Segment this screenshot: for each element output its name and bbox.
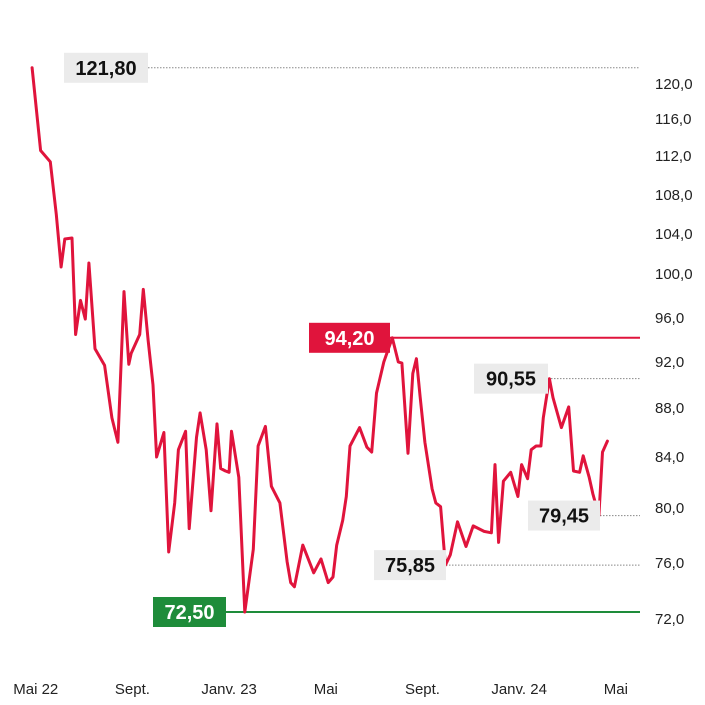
y-tick-label: 96,0 [655, 310, 684, 327]
y-tick-label: 100,0 [655, 266, 693, 283]
value-annotation: 79,45 [528, 500, 600, 531]
x-tick-label: Sept. [405, 681, 440, 698]
x-tick-label: Mai [314, 681, 338, 698]
y-tick-label: 108,0 [655, 187, 693, 204]
annotation-label: 75,85 [385, 555, 435, 577]
value-annotation: 94,20 [309, 322, 390, 353]
y-tick-label: 112,0 [655, 148, 691, 165]
reference-lines [148, 67, 640, 613]
y-tick-label: 116,0 [655, 111, 691, 128]
y-tick-label: 72,0 [655, 611, 684, 628]
y-tick-label: 120,0 [655, 76, 693, 93]
annotation-box [64, 52, 148, 83]
y-tick-label: 88,0 [655, 400, 684, 417]
annotation-label: 90,55 [486, 369, 536, 391]
value-annotation: 72,50 [153, 597, 226, 627]
x-tick-label: Mai [604, 681, 628, 698]
value-annotation: 90,55 [474, 363, 548, 394]
annotation-box [474, 363, 548, 394]
y-axis: 72,0 76,0 80,0 84,0 88,0 92,0 96,0 100,0 104,0 10… [655, 76, 693, 628]
annotation-box [309, 322, 390, 353]
x-tick-label: Sept. [115, 681, 150, 698]
annotation-box [374, 550, 446, 581]
x-axis: Mai 22 Sept. Janv. 23 Mai Sept. Janv. 24 Mai [13, 681, 628, 698]
x-tick-label: Janv. 23 [201, 681, 257, 698]
y-tick-label: 80,0 [655, 500, 684, 517]
value-annotation: 75,85 [374, 550, 446, 581]
value-annotation: 121,80 [64, 52, 148, 83]
price-line [30, 66, 609, 614]
annotation-label: 94,20 [324, 328, 374, 350]
x-tick-label: Janv. 24 [491, 681, 547, 698]
annotation-box [528, 500, 600, 531]
y-tick-label: 92,0 [655, 354, 684, 371]
annotation-label: 72,50 [164, 602, 214, 624]
y-tick-label: 84,0 [655, 449, 684, 466]
value-annotations: 121,80 94,20 90,55 79,45 75,85 72,50 [64, 52, 600, 627]
price-series [30, 66, 609, 614]
y-tick-label: 104,0 [655, 226, 693, 243]
annotation-label: 121,80 [75, 58, 136, 80]
annotation-box [153, 597, 226, 627]
annotation-label: 79,45 [539, 506, 589, 528]
y-tick-label: 76,0 [655, 555, 684, 572]
x-tick-label: Mai 22 [13, 681, 58, 698]
